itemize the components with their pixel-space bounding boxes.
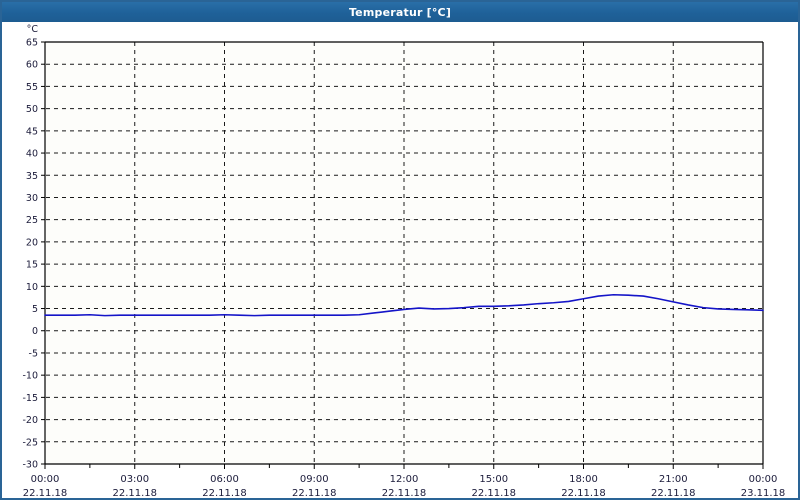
y-tick-label: 40 [26, 149, 38, 160]
x-tick-label-date: 22.11.18 [382, 488, 427, 498]
x-tick-label-date: 22.11.18 [651, 488, 696, 498]
y-tick-label: 55 [26, 82, 38, 93]
x-tick-label-date: 22.11.18 [112, 488, 157, 498]
y-tick-label: 0 [32, 326, 38, 337]
y-tick-label: 15 [26, 260, 38, 271]
x-tick-label-time: 00:00 [31, 474, 60, 485]
x-tick-label-date: 22.11.18 [292, 488, 337, 498]
x-tick-label-time: 06:00 [210, 474, 239, 485]
x-tick-label-date: 22.11.18 [561, 488, 606, 498]
y-tick-label: 45 [26, 126, 38, 137]
y-tick-label: 35 [26, 171, 38, 182]
x-tick-label-date: 22.11.18 [23, 488, 68, 498]
x-tick-label-date: 23.11.18 [741, 488, 786, 498]
y-axis-labels: 65605550454035302520151050-5-10-15-20-25… [22, 24, 38, 471]
y-tick-label: 60 [26, 60, 38, 71]
x-tick-label-time: 21:00 [659, 474, 688, 485]
y-tick-label: 50 [26, 104, 38, 115]
series-line-0 [44, 293, 764, 317]
y-tick-label: -10 [22, 371, 38, 382]
data-series-group [44, 293, 764, 317]
chart-canvas: 65 60 55 50 45 40 35 30 25 20 15 10 5 0 -5 -10 -15 -20 -25… [2, 22, 798, 498]
y-tick-label: 20 [26, 237, 38, 248]
x-tick-label-date: 22.11.18 [202, 488, 247, 498]
axis-lines [44, 41, 764, 465]
x-tick-label-time: 18:00 [569, 474, 598, 485]
x-axis-labels: 00:00 22.11.18 03:00 22.11.18 06:00 22.11.18 0… [23, 474, 786, 498]
x-tick-label-time: 15:00 [479, 474, 508, 485]
y-tick-label: -30 [22, 460, 38, 471]
x-tick-label-time: 12:00 [390, 474, 419, 485]
window-titlebar: Temperatur [°C] [2, 2, 798, 22]
y-tick-label: -25 [22, 437, 38, 448]
x-tick-label-time: 00:00 [749, 474, 778, 485]
page-title: Temperatur [°C] [348, 5, 452, 19]
x-tick-label-time: 09:00 [300, 474, 329, 485]
y-axis-unit-label: °C [27, 24, 39, 35]
y-tick-label: 10 [26, 282, 38, 293]
y-tick-label: 65 [26, 38, 38, 49]
x-tick-label-date: 22.11.18 [471, 488, 516, 498]
y-tick-label: -5 [29, 348, 38, 359]
temperature-line-chart: 65605550454035302520151050-5-10-15-20-25… [22, 24, 786, 498]
y-tick-label: -15 [22, 393, 38, 404]
y-tick-label: 30 [26, 193, 38, 204]
y-tick-label: -20 [22, 415, 38, 426]
y-tick-label: 25 [26, 215, 38, 226]
axis-ticks [41, 41, 764, 469]
x-tick-label-time: 03:00 [120, 474, 149, 485]
y-tick-label: 5 [32, 304, 38, 315]
vertical-gridlines [134, 42, 674, 463]
